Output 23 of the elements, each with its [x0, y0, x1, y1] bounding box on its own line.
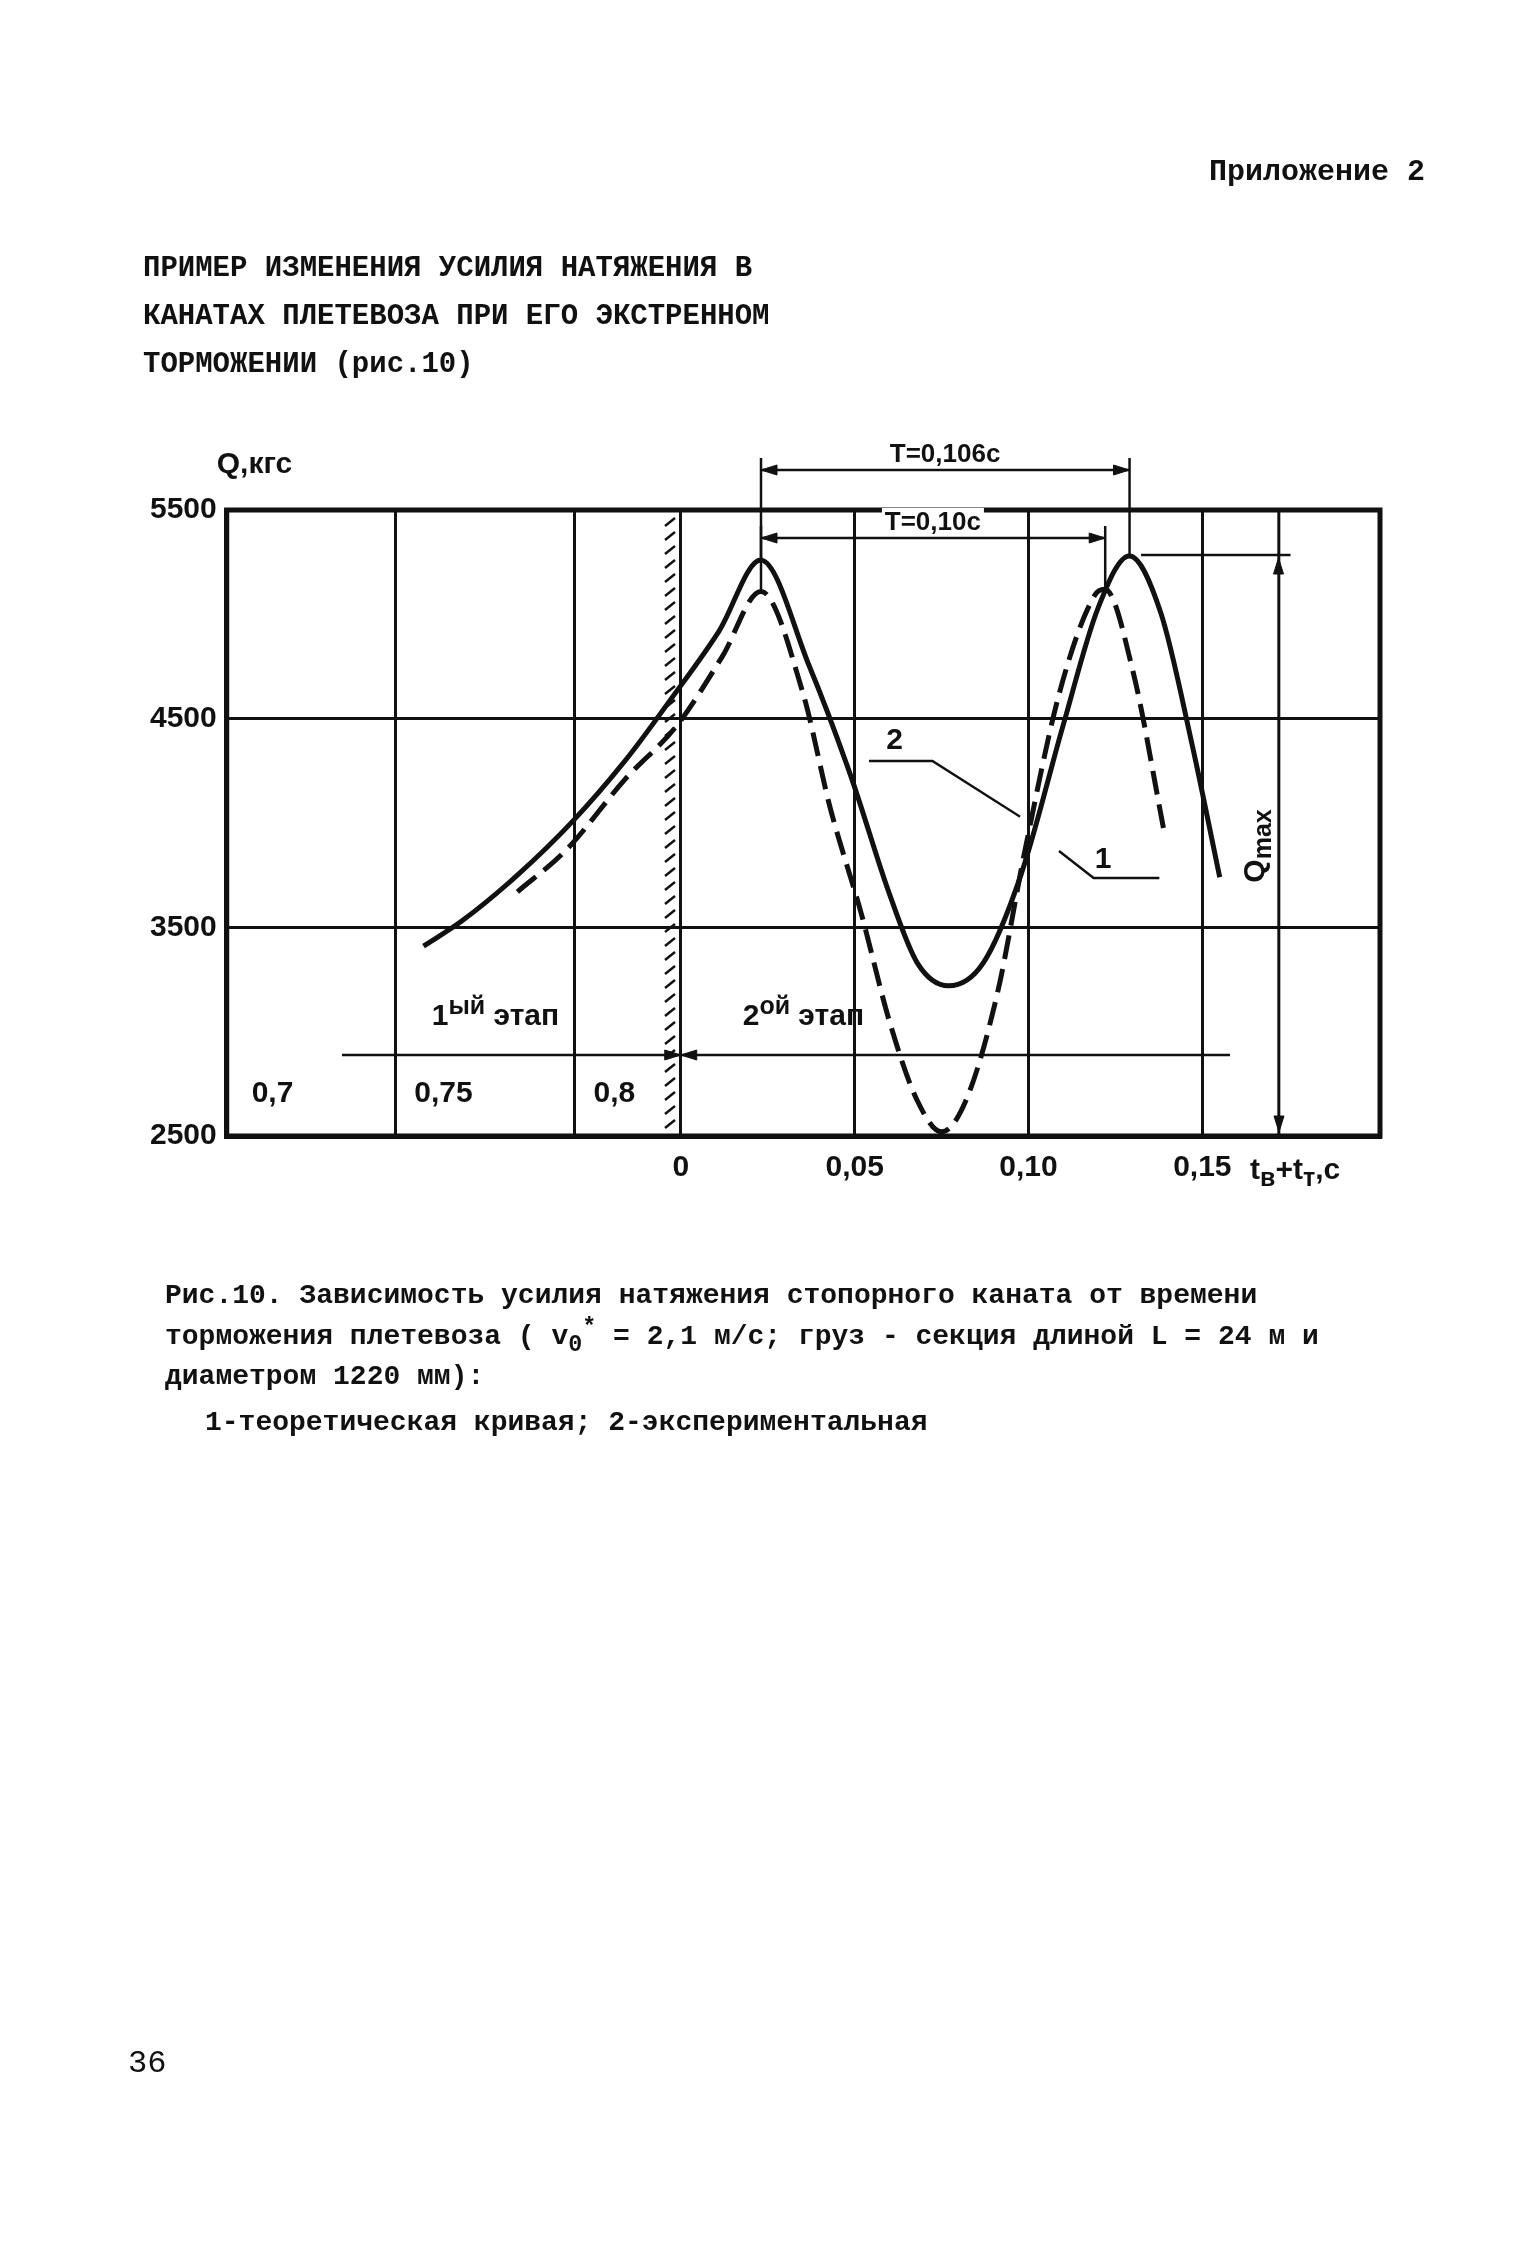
text: Т=0,106с: [886, 438, 1004, 468]
x2-tick-label: 0,75: [414, 1075, 473, 1109]
y-tick-label: 2500: [149, 1117, 217, 1151]
text: Рис.10. Зависимость усилия натяжения стопорного каната от времени торможения плетевоза ( v$_{0}$$^{*}$ = 2,1 м/с; груз - секция длиной L = 24 м и диаметром 1220 мм):: [165, 1280, 1319, 1392]
chart-title: ПРИМЕР ИЗМЕНЕНИЯ УСИЛИЯ НАТЯЖЕНИЯ В КАНАТАХ ПЛЕТЕВОЗА ПРИ ЕГО ЭКСТРЕННОМ ТОРМОЖЕНИИ (рис.10): [143, 251, 771, 383]
y-tick-label: 3500: [149, 908, 217, 942]
annotation: 2: [886, 722, 903, 756]
text: Приложение 2: [1208, 155, 1425, 189]
x-tick-label: 0: [672, 1149, 690, 1183]
x2-tick-label: 0,7: [251, 1075, 294, 1109]
annotation: Т=0,10с: [881, 506, 984, 536]
annotation: 1$^{ый}$ этап: [428, 990, 563, 1031]
text: 1-теоретическая кривая; 2-экспериментальная: [204, 1406, 929, 1439]
text: 36: [128, 2045, 167, 2082]
y-tick-label: 4500: [149, 699, 217, 733]
y-tick-label: 5500: [149, 491, 217, 525]
annotation: 1: [1094, 841, 1112, 875]
x2-tick-label: 0,8: [593, 1075, 636, 1109]
y-axis-title: Q,кгс: [216, 446, 293, 479]
x-tick-label: 0,15: [1173, 1149, 1232, 1183]
x-axis-title: t$_{в}$+t$_{т}$,с: [1250, 1152, 1341, 1191]
x-tick-label: 0,05: [825, 1149, 884, 1183]
x-tick-label: 0,10: [999, 1149, 1058, 1183]
